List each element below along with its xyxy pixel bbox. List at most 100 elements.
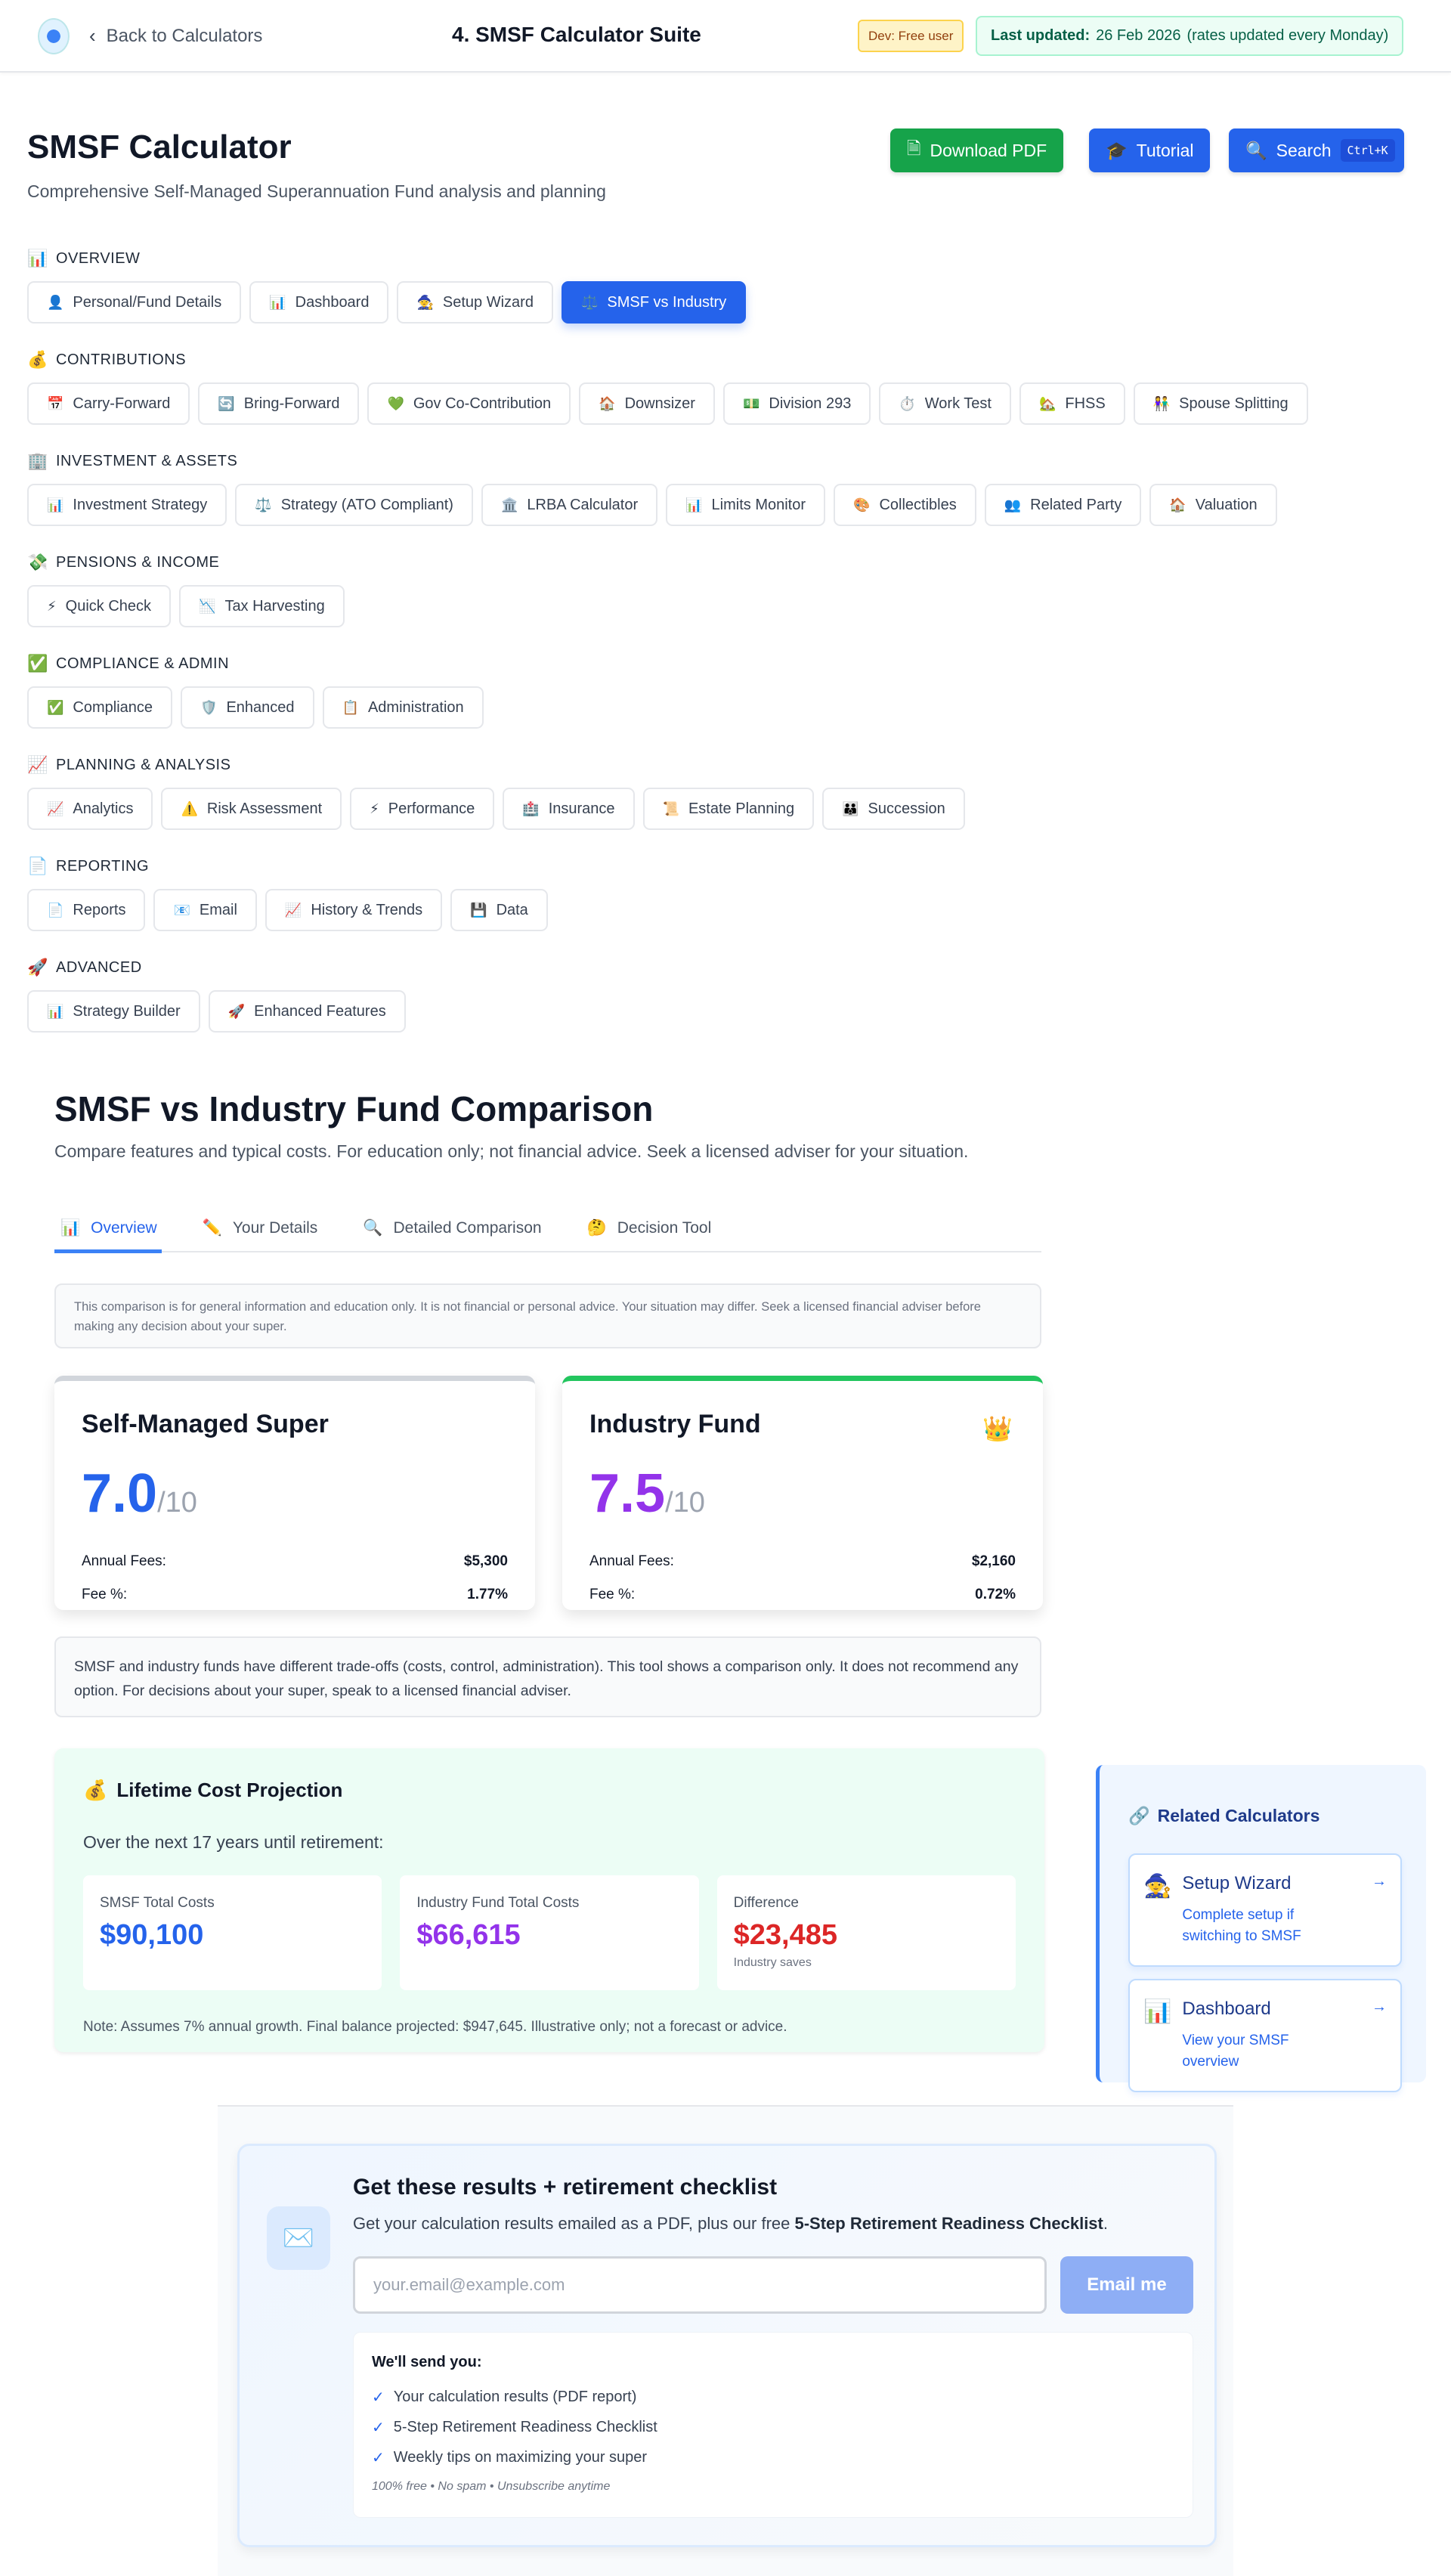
- nav-item-gov-co-contribution[interactable]: 💚 Gov Co-Contribution: [367, 382, 571, 425]
- file-download-icon: 🗎: [907, 138, 921, 158]
- email-input[interactable]: [353, 2256, 1047, 2314]
- related-title: 🔗 Related Calculators: [1128, 1806, 1399, 1826]
- logo[interactable]: [38, 18, 70, 54]
- nav-item-fhss[interactable]: 🏡 FHSS: [1019, 382, 1125, 425]
- section-title: REPORTING: [56, 857, 150, 875]
- industry-card-title: Industry Fund: [589, 1410, 761, 1438]
- download-label: Download PDF: [930, 140, 1047, 160]
- related-setup-wizard[interactable]: 🧙 Setup Wizard Complete setup if switching…: [1128, 1853, 1402, 1967]
- nav-item-reports[interactable]: 📄 Reports: [27, 889, 146, 931]
- nav-section-header: 📊 OVERVIEW: [27, 246, 1433, 271]
- nav-item-label: Administration: [367, 698, 464, 716]
- nav-item-analytics[interactable]: 📈 Analytics: [27, 788, 153, 830]
- lifetime-footnote: Note: Assumes 7% annual growth. Final ba…: [83, 2019, 787, 2035]
- nav-item-performance[interactable]: ⚡ Performance: [350, 788, 495, 830]
- nav-item-carry-forward[interactable]: 📅 Carry-Forward: [27, 382, 190, 425]
- nav-item-label: Insurance: [548, 800, 615, 817]
- crown-icon: 👑: [982, 1415, 1013, 1442]
- nav-item-estate-planning[interactable]: 📜 Estate Planning: [642, 788, 815, 830]
- nav-item-icon: 📊: [269, 294, 286, 310]
- nav-section: 🚀 ADVANCED 📊 Strategy Builder 🚀 Enhanced Feat…: [27, 955, 1433, 1057]
- smsf-score: 7.0/10: [82, 1466, 508, 1530]
- nav-item-data[interactable]: 💾 Data: [450, 889, 548, 931]
- nav-item-label: Investment Strategy: [73, 496, 208, 513]
- nav-item-enhanced[interactable]: 🛡️ Enhanced: [181, 686, 314, 729]
- nav-item-compliance[interactable]: ✅ Compliance: [27, 686, 173, 729]
- back-to-calculators-link[interactable]: ‹ Back to Calculators: [89, 24, 262, 48]
- nav-item-history-trends[interactable]: 📈 History & Trends: [265, 889, 443, 931]
- nav-item-lrba-calculator[interactable]: 🏛️ LRBA Calculator: [481, 484, 658, 526]
- nav-item-risk-assessment[interactable]: ⚠️ Risk Assessment: [161, 788, 342, 830]
- nav-section-header: 🏢 INVESTMENT & ASSETS: [27, 449, 1433, 473]
- nav-item-label: Carry-Forward: [73, 395, 171, 412]
- nav-item-icon: 👪: [842, 800, 859, 816]
- nav-item-related-party[interactable]: 👥 Related Party: [984, 484, 1142, 526]
- nav-item-spouse-splitting[interactable]: 👫 Spouse Splitting: [1133, 382, 1308, 425]
- tutorial-button[interactable]: 🎓 Tutorial: [1089, 128, 1211, 172]
- lifetime-title: 💰 Lifetime Cost Projection: [83, 1779, 1016, 1802]
- nav-item-tax-harvesting[interactable]: 📉 Tax Harvesting: [179, 585, 345, 627]
- nav-item-succession[interactable]: 👪 Succession: [822, 788, 965, 830]
- nav-item-icon: ⚖️: [255, 497, 272, 512]
- nav-item-bring-forward[interactable]: 🔄 Bring-Forward: [198, 382, 360, 425]
- nav-item-strategy-builder[interactable]: 📊 Strategy Builder: [27, 990, 200, 1033]
- nav-item-label: Risk Assessment: [206, 800, 323, 817]
- related-item-body: Setup Wizard Complete setup if switching …: [1182, 1873, 1333, 1947]
- section-icon: 📄: [27, 856, 48, 875]
- nav-item-collectibles[interactable]: 🎨 Collectibles: [834, 484, 976, 526]
- nav-item-label: LRBA Calculator: [527, 496, 639, 513]
- nav-row: 📊 Strategy Builder 🚀 Enhanced Features: [27, 990, 1433, 1033]
- nav-item-personal-fund-details[interactable]: 👤 Personal/Fund Details: [27, 281, 242, 324]
- email-me-button[interactable]: Email me: [1060, 2256, 1193, 2314]
- nav-item-valuation[interactable]: 🏠 Valuation: [1149, 484, 1277, 526]
- nav-item-quick-check[interactable]: ⚡ Quick Check: [27, 585, 172, 627]
- nav-item-smsf-vs-industry[interactable]: ⚖️ SMSF vs Industry: [561, 281, 747, 324]
- tab-your-details[interactable]: ✏️ Your Details: [203, 1206, 318, 1251]
- nav-item-icon: 📉: [199, 598, 216, 614]
- nav-item-division-293[interactable]: 💵 Division 293: [722, 382, 871, 425]
- disclaimer-box: This comparison is for general informati…: [54, 1283, 1041, 1348]
- section-icon: 📈: [27, 755, 48, 774]
- nav-item-icon: 📜: [662, 800, 679, 816]
- nav-item-icon: 📊: [685, 497, 703, 512]
- tab-icon: 📊: [60, 1219, 81, 1237]
- stat-card: Difference $23,485 Industry saves: [716, 1875, 1016, 1990]
- comparison-title: SMSF vs Industry Fund Comparison: [54, 1089, 654, 1129]
- nav-section-header: 💸 PENSIONS & INCOME: [27, 550, 1433, 574]
- related-item-body: Dashboard View your SMSF overview: [1182, 1999, 1333, 2073]
- fine-print: 100% free • No spam • Unsubscribe anytim…: [372, 2480, 611, 2493]
- check-icon: ✓: [372, 2419, 385, 2436]
- tab-icon: ✏️: [202, 1219, 222, 1237]
- search-button[interactable]: 🔍 Search Ctrl+K: [1229, 128, 1404, 172]
- related-dashboard[interactable]: 📊 Dashboard View your SMSF overview →: [1128, 1979, 1402, 2092]
- nav-item-downsizer[interactable]: 🏠 Downsizer: [579, 382, 715, 425]
- tab-label: Your Details: [232, 1219, 318, 1237]
- label: Annual Fees:: [82, 1553, 166, 1569]
- tab-detailed-comparison[interactable]: 🔍 Detailed Comparison: [363, 1206, 541, 1251]
- tab-decision-tool[interactable]: 🤔 Decision Tool: [587, 1206, 712, 1251]
- smsf-card-title: Self-Managed Super: [82, 1410, 329, 1438]
- nav-item-icon: 🏠: [599, 395, 616, 411]
- nav-item-strategy-ato-compliant-[interactable]: ⚖️ Strategy (ATO Compliant): [235, 484, 473, 526]
- related-item-icon: 🧙: [1143, 1874, 1172, 1899]
- nav-item-icon: 📋: [342, 699, 359, 715]
- nav-item-dashboard[interactable]: 📊 Dashboard: [249, 281, 389, 324]
- nav-item-work-test[interactable]: ⏱️ Work Test: [879, 382, 1011, 425]
- nav-item-insurance[interactable]: 🏥 Insurance: [503, 788, 635, 830]
- nav-item-setup-wizard[interactable]: 🧙 Setup Wizard: [397, 281, 553, 324]
- top-header: ‹ Back to Calculators 4. SMSF Calculator …: [0, 0, 1451, 73]
- nav-section-header: ✅ COMPLIANCE & ADMIN: [27, 652, 1433, 676]
- nav-item-enhanced-features[interactable]: 🚀 Enhanced Features: [208, 990, 406, 1033]
- nav-item-administration[interactable]: 📋 Administration: [322, 686, 484, 729]
- send-item-text: Your calculation results (PDF report): [393, 2388, 637, 2405]
- tab-overview[interactable]: 📊 Overview: [54, 1206, 162, 1253]
- nav-item-limits-monitor[interactable]: 📊 Limits Monitor: [666, 484, 826, 526]
- last-updated-label: Last updated:: [991, 27, 1091, 44]
- related-item-title: Setup Wizard: [1182, 1873, 1292, 1893]
- smsf-score-value: 7.0: [82, 1463, 158, 1524]
- download-pdf-button[interactable]: 🗎 Download PDF: [890, 128, 1064, 172]
- nav-section-header: 📈 PLANNING & ANALYSIS: [27, 753, 1433, 777]
- nav-item-investment-strategy[interactable]: 📊 Investment Strategy: [27, 484, 227, 526]
- tab-label: Detailed Comparison: [393, 1219, 542, 1237]
- nav-item-email[interactable]: 📧 Email: [153, 889, 257, 931]
